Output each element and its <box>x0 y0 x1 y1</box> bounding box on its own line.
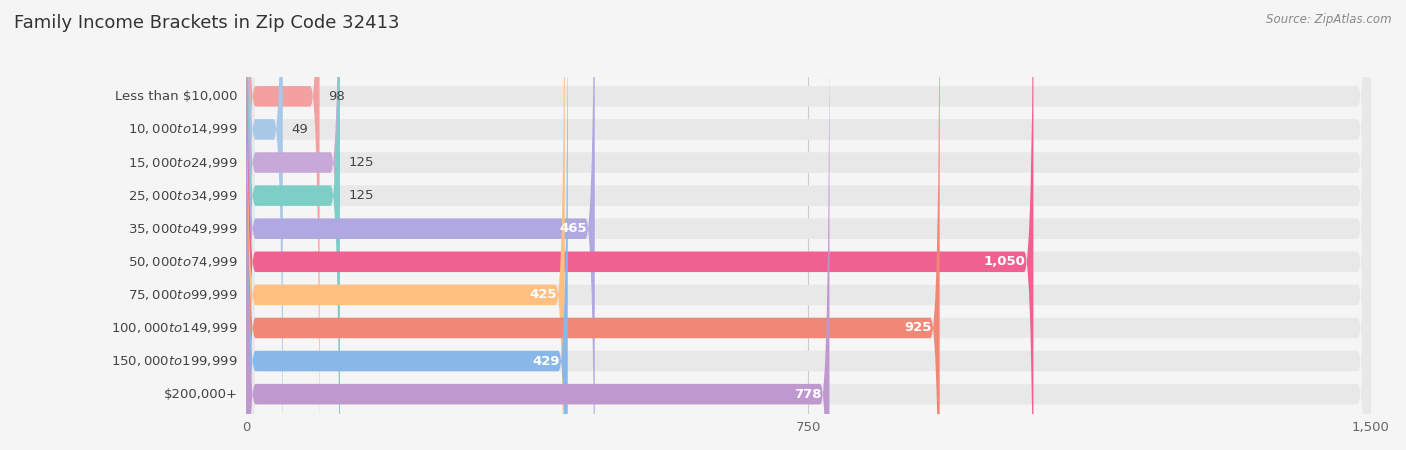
Text: 125: 125 <box>349 156 374 169</box>
FancyBboxPatch shape <box>246 0 1371 450</box>
Text: 925: 925 <box>905 321 932 334</box>
Text: $200,000+: $200,000+ <box>163 387 238 400</box>
FancyBboxPatch shape <box>246 0 1371 450</box>
Text: $50,000 to $74,999: $50,000 to $74,999 <box>128 255 238 269</box>
Text: 125: 125 <box>349 189 374 202</box>
Text: 465: 465 <box>560 222 588 235</box>
Text: Source: ZipAtlas.com: Source: ZipAtlas.com <box>1267 14 1392 27</box>
FancyBboxPatch shape <box>246 0 1371 450</box>
Text: 778: 778 <box>794 387 823 400</box>
Text: $35,000 to $49,999: $35,000 to $49,999 <box>128 222 238 236</box>
Text: $25,000 to $34,999: $25,000 to $34,999 <box>128 189 238 202</box>
Text: $75,000 to $99,999: $75,000 to $99,999 <box>128 288 238 302</box>
Text: 98: 98 <box>329 90 346 103</box>
Text: Less than $10,000: Less than $10,000 <box>115 90 238 103</box>
FancyBboxPatch shape <box>246 0 565 450</box>
Text: $150,000 to $199,999: $150,000 to $199,999 <box>111 354 238 368</box>
Text: $100,000 to $149,999: $100,000 to $149,999 <box>111 321 238 335</box>
Text: $10,000 to $14,999: $10,000 to $14,999 <box>128 122 238 136</box>
Text: 1,050: 1,050 <box>984 255 1026 268</box>
FancyBboxPatch shape <box>246 0 1033 450</box>
FancyBboxPatch shape <box>246 0 1371 450</box>
FancyBboxPatch shape <box>246 0 1371 450</box>
FancyBboxPatch shape <box>246 0 1371 450</box>
FancyBboxPatch shape <box>246 0 1371 450</box>
Text: $15,000 to $24,999: $15,000 to $24,999 <box>128 156 238 170</box>
FancyBboxPatch shape <box>246 0 1371 450</box>
FancyBboxPatch shape <box>246 0 595 450</box>
FancyBboxPatch shape <box>246 0 340 450</box>
FancyBboxPatch shape <box>246 0 568 450</box>
FancyBboxPatch shape <box>246 0 830 450</box>
FancyBboxPatch shape <box>246 0 939 450</box>
FancyBboxPatch shape <box>246 0 283 450</box>
FancyBboxPatch shape <box>246 0 319 450</box>
FancyBboxPatch shape <box>246 0 1371 450</box>
FancyBboxPatch shape <box>246 0 1371 450</box>
Text: 49: 49 <box>292 123 308 136</box>
Text: Family Income Brackets in Zip Code 32413: Family Income Brackets in Zip Code 32413 <box>14 14 399 32</box>
Text: 429: 429 <box>533 355 560 368</box>
FancyBboxPatch shape <box>246 0 340 450</box>
Text: 425: 425 <box>530 288 557 302</box>
